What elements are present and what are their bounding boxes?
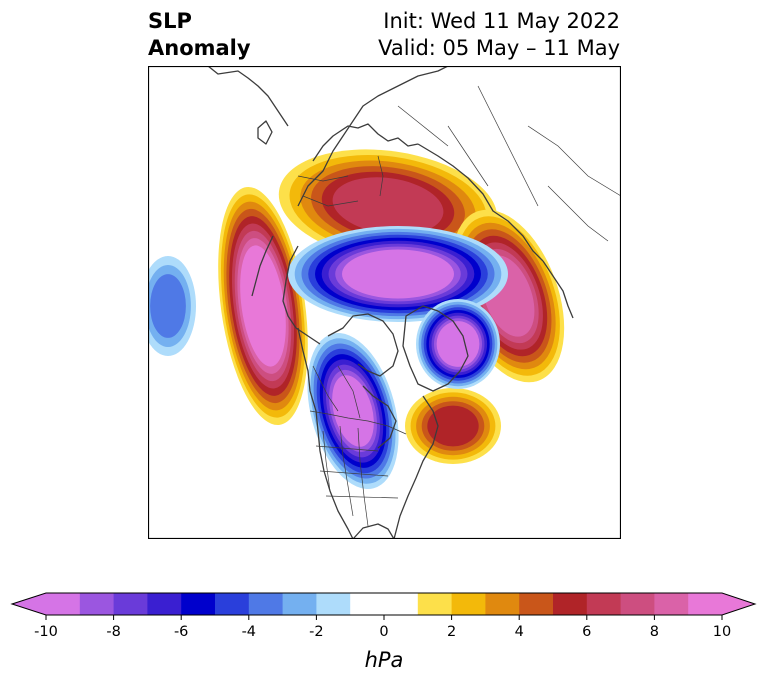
colorbar-tick-label: -4	[242, 624, 256, 640]
colorbar-bin	[316, 593, 351, 615]
coast-gulf	[352, 523, 395, 539]
colorbar-bin	[553, 593, 588, 615]
coast-aleutians	[251, 235, 274, 297]
contour-fill	[439, 323, 477, 365]
coast-scandinavia	[312, 123, 419, 162]
colorbar-bin	[46, 593, 81, 615]
coast-siberia	[417, 143, 544, 262]
colorbar-ticks: -10 -8 -6 -4 -2 0 2 4 6 8 10	[34, 615, 731, 640]
colorbar-bin	[654, 593, 689, 615]
borders-layer	[297, 85, 621, 527]
title-line-2: Anomaly	[148, 36, 251, 60]
colorbar-tick-label: -10	[34, 624, 58, 640]
map-frame	[148, 66, 621, 539]
border-states-4	[315, 445, 379, 452]
contour-fill	[427, 405, 479, 447]
colorbar-tick-label: 10	[713, 624, 731, 640]
colorbar-bin	[350, 593, 419, 615]
border-us-canada	[309, 410, 407, 435]
border-europe-2	[302, 195, 359, 207]
title-line-1: SLP	[148, 9, 192, 33]
coast-kamchatka	[542, 260, 574, 319]
slp-anomaly-map	[148, 66, 621, 539]
coast-hudson-bay	[362, 385, 397, 449]
coast-british-isles	[257, 120, 273, 145]
colorbar-extend-max	[722, 593, 755, 615]
coast-north-america-east	[393, 395, 439, 539]
anomaly-aleutian-high	[218, 187, 308, 425]
colorbar-bin	[519, 593, 554, 615]
colorbar-tick-label: 0	[379, 624, 388, 640]
colorbar-bin	[79, 593, 115, 615]
anomaly-pacific-low	[148, 256, 196, 356]
coast-europe	[297, 66, 449, 207]
colorbar-tick-label: 4	[515, 624, 524, 640]
border-states-6	[325, 495, 399, 499]
contour-fill	[332, 375, 374, 447]
contour-fill	[150, 274, 186, 338]
colorbar-tick-label: -6	[174, 624, 188, 640]
coast-alaska	[282, 245, 321, 345]
colorbar-bin	[688, 593, 723, 615]
contour-fill	[332, 177, 444, 235]
colorbar-bins	[10, 592, 757, 616]
contour-fill	[348, 252, 448, 296]
border-states-1	[322, 430, 331, 492]
coast-north-america-west	[297, 327, 354, 539]
coast-greenland	[402, 305, 469, 392]
border-russia-3	[477, 85, 539, 207]
anomaly-arctic-low	[288, 226, 508, 322]
border-russia-1	[447, 125, 489, 187]
border-asia-1	[547, 185, 609, 242]
colorbar-unit-label: hPa	[365, 648, 404, 672]
colorbar: -10 -8 -6 -4 -2 0 2 4 6 8 10 hPa	[10, 592, 757, 672]
colorbar-bin	[451, 593, 486, 615]
anomaly-siberia-high	[278, 149, 498, 263]
anomaly-canada-low	[307, 332, 399, 490]
border-states-2	[339, 425, 354, 517]
colorbar-extend-min	[12, 593, 46, 615]
run-info: Init: Wed 11 May 2022 Valid: 05 May – 11…	[378, 8, 620, 62]
colorbar-tick-label: 2	[447, 624, 456, 640]
anomaly-newfoundland-high	[405, 388, 501, 464]
border-europe-1	[297, 175, 349, 182]
border-asia-2	[527, 125, 621, 197]
contour-fill	[242, 252, 284, 360]
colorbar-bin	[181, 593, 216, 615]
anomaly-greenland-low	[416, 299, 500, 389]
colorbar-bin	[248, 593, 284, 615]
border-canada-prov-2	[337, 365, 361, 419]
colorbar-bin	[586, 593, 622, 615]
coast-iberia-africa	[207, 66, 289, 127]
valid-label: Valid: 05 May – 11 May	[378, 36, 620, 60]
colorbar-bin	[215, 593, 250, 615]
coast-canadian-archipelago	[327, 313, 399, 377]
colorbar-bin	[620, 593, 655, 615]
border-russia-2	[397, 105, 449, 147]
border-europe-3	[377, 155, 384, 197]
map-title: SLP Anomaly	[148, 8, 251, 62]
border-canada-prov	[312, 365, 339, 412]
colorbar-tick-label: 8	[650, 624, 659, 640]
colorbar-tick-label: -2	[309, 624, 323, 640]
colorbar-tick-label: -8	[106, 624, 120, 640]
border-states-5	[319, 470, 389, 477]
colorbar-bin	[485, 593, 520, 615]
init-label: Init: Wed 11 May 2022	[383, 9, 620, 33]
colorbar-bin	[417, 593, 453, 615]
border-states-3	[357, 427, 369, 527]
coastline-layer	[207, 66, 574, 539]
colorbar-tick-label: 6	[582, 624, 591, 640]
colorbar-bin	[147, 593, 182, 615]
colorbar-bin	[282, 593, 317, 615]
colorbar-bin	[113, 593, 148, 615]
